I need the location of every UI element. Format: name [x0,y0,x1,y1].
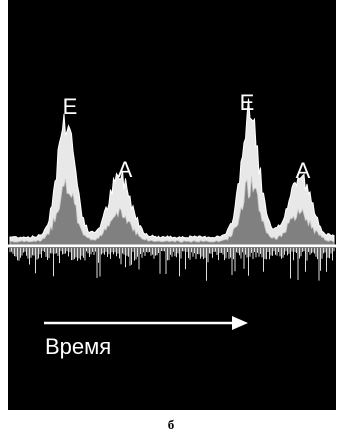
peak-label: E [240,90,255,115]
time-axis-label: Время [45,334,111,359]
peak-label: E [63,94,78,119]
doppler-figure: Время E A E A б [0,0,342,437]
page: {"labels": {"peaks": ["E", "A", "E", "A"… [0,0,342,437]
figure-caption: б [168,417,175,432]
peak-label: A [296,158,311,183]
peak-label: A [118,157,133,182]
